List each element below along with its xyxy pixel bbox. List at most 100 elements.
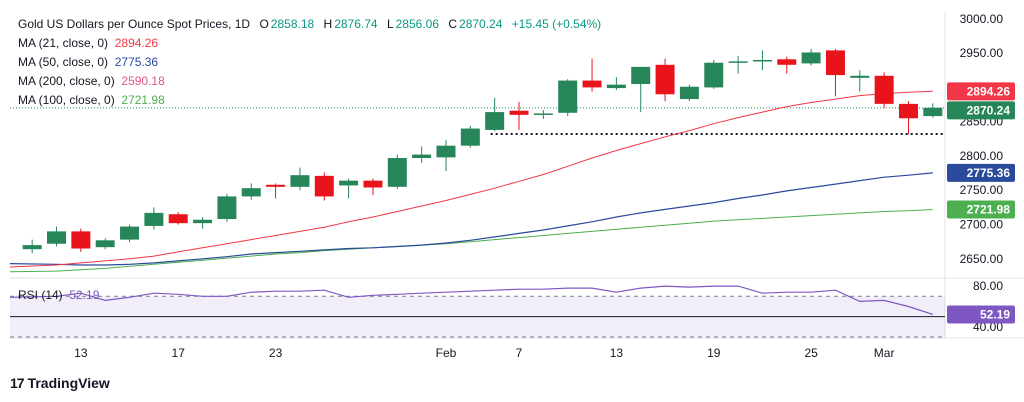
close-label: C xyxy=(448,17,458,31)
candle-body xyxy=(412,154,432,159)
candle-body xyxy=(631,66,651,84)
ma21-line xyxy=(9,90,933,268)
candle-body xyxy=(679,86,699,100)
candle-body xyxy=(22,245,42,250)
candle-body xyxy=(217,196,237,220)
low-label: L xyxy=(386,17,394,31)
ma21-row[interactable]: MA (21, close, 0) 2894.26 xyxy=(18,34,601,53)
candle-body xyxy=(582,80,602,88)
ma100-row[interactable]: MA (100, close, 0) 2721.98 xyxy=(18,91,601,110)
price-tag-label-bg xyxy=(947,200,1015,219)
rsi-tick-label: 80.00 xyxy=(973,279,1003,293)
candle-body xyxy=(777,59,797,65)
time-tick-label: 19 xyxy=(707,346,721,360)
ma50-value: 2775.36 xyxy=(114,55,159,69)
candle-body xyxy=(168,214,188,224)
rsi-tag-bg xyxy=(947,305,1015,324)
price-tick-label: 2750.00 xyxy=(960,183,1004,197)
open-value: 2858.18 xyxy=(270,17,315,31)
ma100-value: 2721.98 xyxy=(121,93,165,107)
tradingview-brand[interactable]: 17 TradingView xyxy=(10,375,110,391)
time-tick-label: 7 xyxy=(516,346,523,360)
candle-body xyxy=(241,188,261,197)
ma50-row[interactable]: MA (50, close, 0) 2775.36 xyxy=(18,53,601,72)
candle-body xyxy=(898,103,918,119)
ma21-value: 2894.26 xyxy=(114,36,159,50)
high-label: H xyxy=(323,17,333,31)
candle-body xyxy=(290,175,310,187)
time-tick-label: 25 xyxy=(804,346,818,360)
price-tag-label-bg xyxy=(947,82,1015,101)
candle-body xyxy=(850,75,870,78)
brand-name: TradingView xyxy=(27,375,110,391)
time-tick-label: 13 xyxy=(610,346,624,360)
candle-body xyxy=(314,175,334,197)
rsi-value: 52.19 xyxy=(69,288,100,302)
candle-body xyxy=(120,226,140,240)
price-tag-label: 2894.26 xyxy=(967,84,1011,98)
candle-body xyxy=(801,52,821,64)
candle-body xyxy=(387,158,407,187)
rsi-label: RSI (14) xyxy=(18,288,63,302)
rsi-tag-label: 52.19 xyxy=(980,307,1010,321)
price-tick-label: 2800.00 xyxy=(960,149,1004,163)
price-tag-label-bg xyxy=(947,163,1015,182)
change-value: +15.45 (+0.54%) xyxy=(511,17,602,31)
candle-body xyxy=(923,107,943,117)
candle-body xyxy=(825,50,845,76)
ma100-label: MA (100, close, 0) xyxy=(18,93,115,107)
price-tick-label: 2700.00 xyxy=(960,218,1004,232)
price-tag-label: 2721.98 xyxy=(967,202,1011,216)
candle-body xyxy=(47,231,67,244)
tradingview-logo-icon: 17 xyxy=(10,375,25,391)
candle-body xyxy=(71,231,91,249)
time-tick-label: 13 xyxy=(74,346,88,360)
price-tick-label: 2950.00 xyxy=(960,46,1004,60)
candle-body xyxy=(266,184,286,187)
candle-body xyxy=(728,61,748,63)
chart-legend: Gold US Dollars per Ounce Spot Prices, 1… xyxy=(18,15,601,110)
close-value: 2870.24 xyxy=(459,17,503,31)
ma50-line xyxy=(9,172,933,266)
candle-body xyxy=(144,212,164,226)
ma100-line xyxy=(9,209,933,273)
rsi-line xyxy=(9,285,933,315)
candle-body xyxy=(752,59,772,62)
time-tick-label: Mar xyxy=(874,346,895,360)
low-value: 2856.06 xyxy=(395,17,440,31)
candle-body xyxy=(339,180,359,186)
candle-body xyxy=(704,62,724,88)
high-value: 2876.74 xyxy=(334,17,378,31)
time-tick-label: 17 xyxy=(172,346,186,360)
symbol-title: Gold US Dollars per Ounce Spot Prices, 1… xyxy=(18,17,251,31)
ma21-label: MA (21, close, 0) xyxy=(18,36,109,50)
candle-body xyxy=(193,219,213,224)
price-tag-label: 2870.24 xyxy=(967,103,1011,117)
open-label: O xyxy=(259,17,269,31)
candle-body xyxy=(363,180,383,188)
candle-body xyxy=(606,84,626,89)
price-tick-label: 2650.00 xyxy=(960,252,1004,266)
ma50-label: MA (50, close, 0) xyxy=(18,55,109,69)
candle-body xyxy=(874,75,894,104)
price-tag-label-bg xyxy=(947,101,1015,120)
ma200-value: 2590.18 xyxy=(121,74,165,88)
candle-body xyxy=(436,145,456,158)
candle-body xyxy=(509,110,529,115)
candle-body xyxy=(95,240,115,248)
time-tick-label: 23 xyxy=(269,346,283,360)
candle-body xyxy=(460,128,480,146)
price-tag-label: 2775.36 xyxy=(967,166,1011,180)
candle-body xyxy=(655,64,675,95)
time-tick-label: Feb xyxy=(436,346,457,360)
candle-body xyxy=(558,80,578,113)
candle-body xyxy=(485,112,505,130)
price-tick-label: 3000.00 xyxy=(960,12,1004,26)
ma200-label: MA (200, close, 0) xyxy=(18,74,115,88)
candle-body xyxy=(533,113,553,115)
ma200-row[interactable]: MA (200, close, 0) 2590.18 xyxy=(18,72,601,91)
ohlc-row: Gold US Dollars per Ounce Spot Prices, 1… xyxy=(18,15,601,34)
rsi-legend[interactable]: RSI (14) 52.19 xyxy=(18,288,99,302)
